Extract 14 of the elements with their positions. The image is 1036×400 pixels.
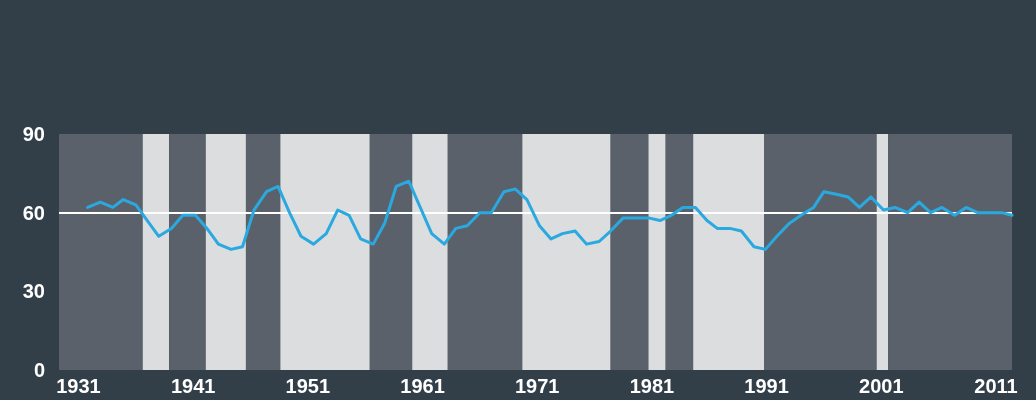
x-tick-label: 2011 xyxy=(974,375,1018,397)
x-tick-label: 1961 xyxy=(400,375,445,397)
line-series xyxy=(86,179,1014,251)
x-tick-label: 1931 xyxy=(56,375,101,397)
x-tick-label: 1971 xyxy=(514,375,560,397)
y-tick-label: 90 xyxy=(22,123,45,145)
x-tick-label: 1991 xyxy=(744,375,789,397)
x-tick-label: 1941 xyxy=(170,375,216,397)
y-tick-label: 30 xyxy=(22,280,45,303)
y-tick-label: 60 xyxy=(22,201,45,224)
x-tick-label: 2001 xyxy=(859,375,904,397)
x-tick-label: 1951 xyxy=(285,375,331,397)
y-tick-label: 0 xyxy=(33,359,45,381)
x-tick-label: 1981 xyxy=(629,375,675,397)
